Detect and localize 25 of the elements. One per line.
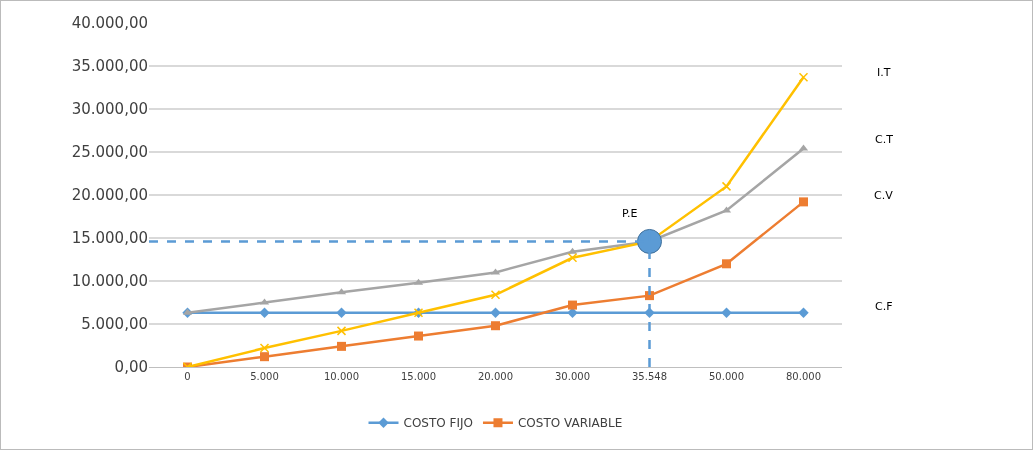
x-tick-label: 15.000 xyxy=(401,371,436,382)
annotation: P.E xyxy=(622,207,638,220)
y-tick-label: 40.000,00 xyxy=(71,14,148,33)
legend-label: COSTO FIJO xyxy=(403,416,473,431)
x-tick-label: 50.000 xyxy=(709,371,744,382)
text: C.T xyxy=(875,133,894,146)
text: I.T xyxy=(877,66,891,79)
x-tick-label: 35.548 xyxy=(632,371,667,382)
x-tick-label: 0 xyxy=(184,371,191,382)
y-tick-label: 10.000,00 xyxy=(71,272,148,291)
y-tick-label: 5.000,00 xyxy=(81,315,148,334)
y-tick-label: 20.000,00 xyxy=(71,186,148,205)
legend-label: COSTO VARIABLE xyxy=(517,416,623,431)
x-tick-label: 10.000 xyxy=(324,371,359,382)
y-tick-label: 15.000,00 xyxy=(71,229,148,248)
text: C.V xyxy=(874,189,894,202)
y-tick-label: 25.000,00 xyxy=(71,143,148,162)
x-tick-label: 20.000 xyxy=(478,371,513,382)
y-tick-label: 0,00 xyxy=(114,358,148,377)
text: C.F xyxy=(875,300,893,313)
x-tick-label: 5.000 xyxy=(250,371,279,382)
x-tick-label: 80.000 xyxy=(786,371,821,382)
x-tick-label: 30.000 xyxy=(555,371,590,382)
y-tick-label: 35.000,00 xyxy=(71,57,148,76)
y-tick-label: 30.000,00 xyxy=(71,100,148,119)
